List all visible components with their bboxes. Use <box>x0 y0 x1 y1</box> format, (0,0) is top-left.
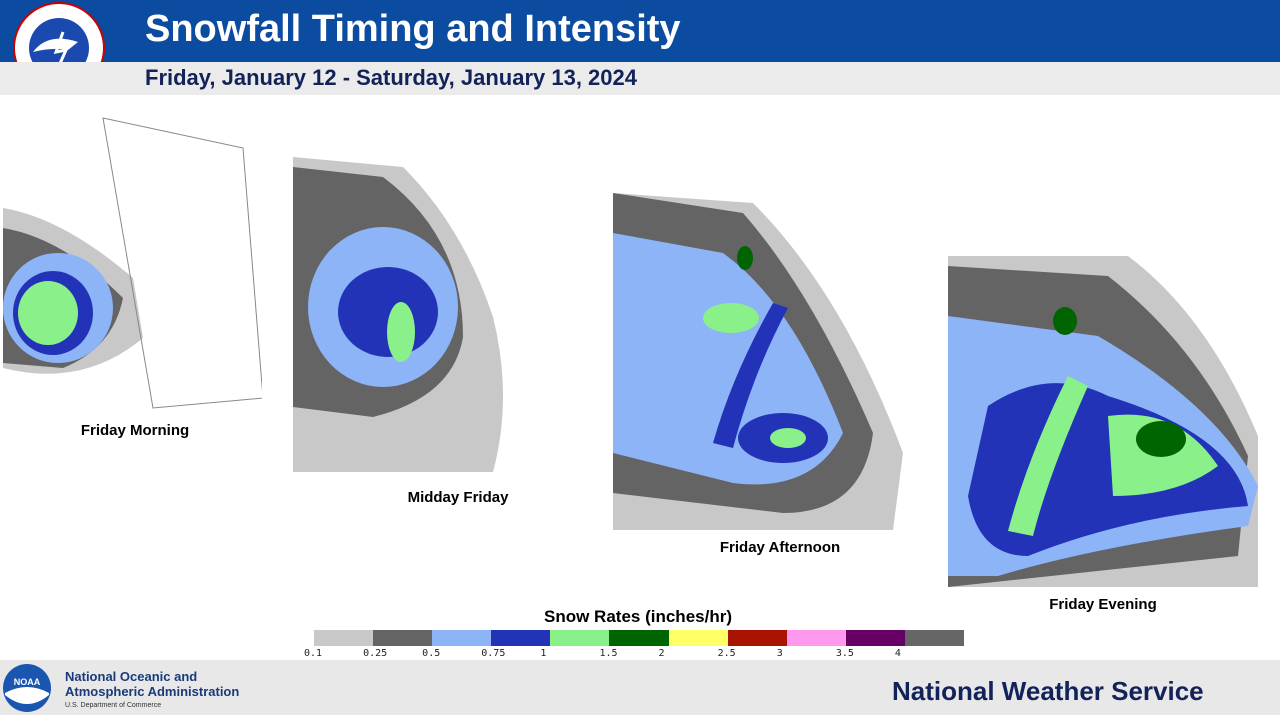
title: Snowfall Timing and Intensity <box>145 8 681 50</box>
legend-swatch <box>609 630 669 646</box>
legend-swatch <box>668 630 728 646</box>
legend-swatch <box>727 630 787 646</box>
legend-swatch <box>314 630 374 646</box>
subtitle-bar <box>0 62 1280 95</box>
legend-label: 4 <box>894 648 901 659</box>
panel-label: Friday Evening <box>1049 596 1157 613</box>
header-bar <box>0 0 1280 62</box>
noaa-logo: NOAA <box>3 664 51 712</box>
legend-title: Snow Rates (inches/hr) <box>544 607 732 626</box>
legend-swatch <box>904 630 964 646</box>
legend-label: 2 <box>658 648 665 659</box>
agency-line: Atmospheric Administration <box>65 684 240 699</box>
department: U.S. Department of Commerce <box>65 702 162 709</box>
svg-text:NOAA: NOAA <box>14 677 41 687</box>
panel-label: Midday Friday <box>407 489 509 506</box>
legend-label: 1 <box>540 648 547 659</box>
panel-label: Friday Morning <box>80 422 190 439</box>
legend-swatch <box>491 630 551 646</box>
legend: 0.1 0.25 0.5 0.75 1 1.5 2 2.5 3 3.5 4 <box>304 630 964 660</box>
legend-label: 2.5 <box>717 648 736 659</box>
legend-swatch <box>550 630 610 646</box>
legend-swatch <box>845 630 905 646</box>
panel-label: Friday Afternoon <box>719 539 841 556</box>
legend-swatch <box>432 630 492 646</box>
map-panel <box>293 137 612 472</box>
map-panel <box>613 193 932 530</box>
map-panel <box>3 98 262 410</box>
legend-label: 3.5 <box>835 648 854 659</box>
legend-label: 0.1 <box>304 648 323 659</box>
map-panel <box>948 256 1258 587</box>
subtitle: Friday, January 12 - Saturday, January 1… <box>145 65 637 90</box>
agency-line: National Oceanic and <box>65 669 198 684</box>
legend-label: 0.5 <box>422 648 441 659</box>
legend-label: 0.75 <box>481 648 506 659</box>
legend-label: 0.25 <box>363 648 388 659</box>
legend-label: 1.5 <box>599 648 618 659</box>
legend-label: 3 <box>776 648 783 659</box>
legend-swatch <box>373 630 433 646</box>
footer-bar <box>0 660 1280 715</box>
legend-swatch <box>786 630 846 646</box>
service-name: National Weather Service <box>892 676 1204 706</box>
agency-name: National Oceanic and Atmospheric Administ… <box>65 669 239 699</box>
